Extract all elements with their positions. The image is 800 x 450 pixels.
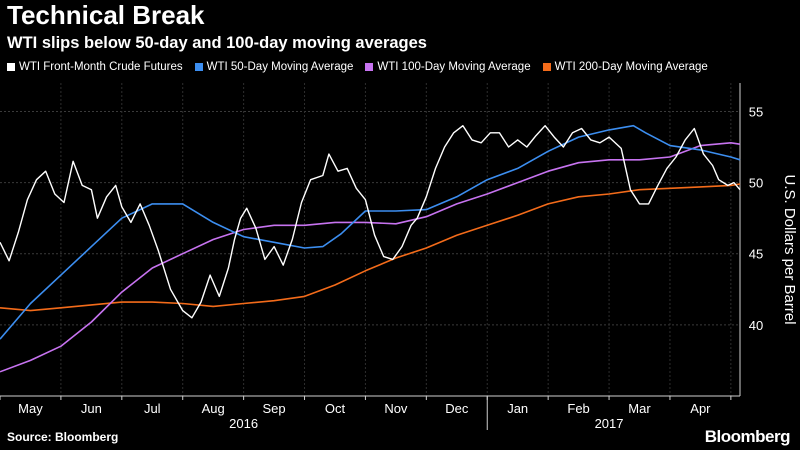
legend-item-200-day: WTI 200-Day Moving Average [542, 61, 708, 73]
legend-label-200-day: WTI 200-Day Moving Average [554, 61, 708, 73]
series-line-front-month [0, 125, 741, 319]
x-tick-label: Jul [144, 401, 161, 416]
x-tick-label: Sep [263, 401, 286, 416]
year-label: 2017 [595, 416, 624, 431]
legend-item-100-day: WTI 100-Day Moving Average [365, 61, 531, 73]
axis-layer [0, 83, 741, 430]
x-tick-label: Feb [567, 401, 589, 416]
legend-swatch-200-day [542, 63, 551, 71]
chart-subtitle: WTI slips below 50-day and 100-day movin… [7, 34, 427, 52]
series-line-100-day [0, 142, 741, 373]
legend-label-50-day: WTI 50-Day Moving Average [206, 61, 354, 73]
year-label: 2016 [229, 416, 258, 431]
legend-item-front-month: WTI Front-Month Crude Futures [7, 61, 183, 73]
y-tick-label: 50 [749, 176, 763, 191]
bloomberg-logo: Bloomberg [704, 427, 791, 446]
y-tick-label: 40 [749, 318, 763, 333]
x-tick-label: Oct [325, 401, 346, 416]
x-tick-label: Jan [507, 401, 528, 416]
x-tick-label: May [18, 401, 43, 416]
y-tick-label: 45 [749, 247, 763, 262]
y-axis-title: U.S. Dollars per Barrel [781, 174, 798, 324]
x-tick-label: Dec [445, 401, 469, 416]
legend-label-front-month: WTI Front-Month Crude Futures [19, 61, 183, 73]
grid-layer [0, 83, 740, 396]
series-layer [0, 124, 741, 373]
legend-swatch-front-month [7, 63, 15, 71]
legend: WTI Front-Month Crude Futures WTI 50-Day… [7, 61, 708, 73]
x-tick-label: Jun [81, 401, 102, 416]
x-tick-label: Aug [202, 401, 225, 416]
label-layer: 40 45 50 55 May Jun Jul Aug Sep Oct Nov Dec Jan Feb Ma… [18, 104, 798, 431]
legend-swatch-50-day [194, 63, 203, 71]
x-tick-label: Apr [690, 401, 711, 416]
series-line-200-day [0, 183, 741, 312]
y-tick-label: 55 [749, 104, 763, 119]
legend-swatch-100-day [365, 63, 374, 71]
x-tick-label: Mar [628, 401, 651, 416]
chart-title: Technical Break [7, 0, 205, 30]
source-note: Source: Bloomberg [7, 430, 119, 444]
legend-label-100-day: WTI 100-Day Moving Average [377, 61, 531, 73]
x-tick-label: Nov [384, 401, 408, 416]
legend-item-50-day: WTI 50-Day Moving Average [194, 61, 354, 73]
series-line-50-day [0, 124, 741, 340]
